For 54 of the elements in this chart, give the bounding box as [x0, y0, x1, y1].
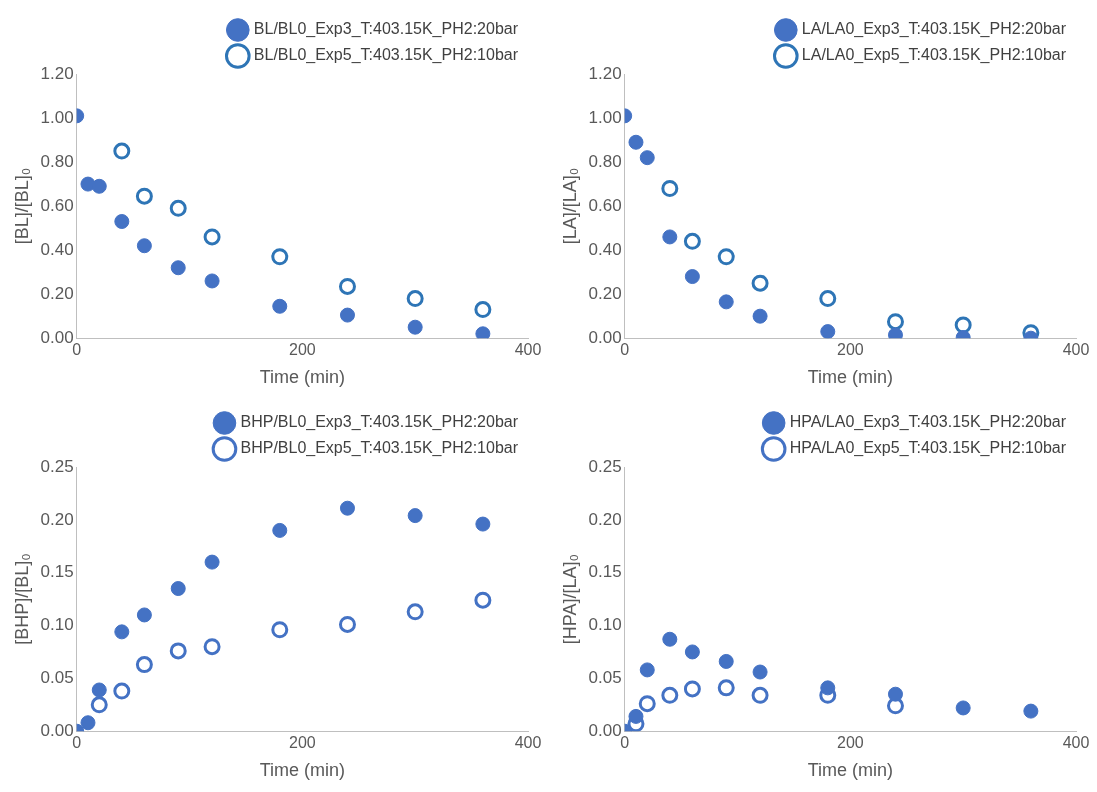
x-tick-label: 400 — [1062, 341, 1090, 359]
legend-label: HPA/LA0_Exp3_T:403.15K_PH2:20bar — [789, 413, 1067, 432]
y-tick-label: 0.80 — [588, 151, 622, 171]
x-axis-title: Time (min) — [807, 760, 894, 781]
x-tick-label: 200 — [288, 734, 316, 752]
x-tick-label: 0 — [72, 341, 82, 359]
y-tick-label: 0.10 — [588, 615, 622, 635]
y-tick-label: 0.15 — [588, 562, 622, 582]
y-tick-label: 0.00 — [588, 327, 622, 347]
y-tick-label: 0.60 — [588, 195, 622, 215]
y-tick-label: 1.20 — [40, 63, 74, 83]
y-tick-label: 0.05 — [588, 668, 622, 688]
y-tick-label: 0.00 — [588, 720, 622, 740]
legend-label: LA/LA0_Exp5_T:403.15K_PH2:10bar — [801, 46, 1067, 65]
y-tick-label: 0.20 — [40, 509, 74, 529]
legend-label: BHP/BL0_Exp3_T:403.15K_PH2:20bar — [240, 413, 519, 432]
y-tick-label: 0.80 — [40, 151, 74, 171]
y-axis-title: [BHP]/[BL]₀ — [11, 553, 32, 645]
x-tick-label: 200 — [288, 341, 316, 359]
x-tick-label: 200 — [836, 734, 864, 752]
y-axis-title: [HPA]/[LA]₀ — [559, 554, 580, 645]
x-tick-label: 0 — [72, 734, 82, 752]
y-tick-label: 0.60 — [40, 195, 74, 215]
x-axis-title: Time (min) — [259, 760, 346, 781]
y-tick-label: 1.20 — [588, 63, 622, 83]
legend-label: BL/BL0_Exp5_T:403.15K_PH2:10bar — [253, 46, 519, 65]
y-tick-label: 0.00 — [40, 327, 74, 347]
x-tick-label: 0 — [620, 734, 630, 752]
y-tick-label: 0.20 — [588, 509, 622, 529]
y-tick-label: 1.00 — [588, 107, 622, 127]
x-tick-label: 400 — [514, 341, 542, 359]
y-tick-label: 0.40 — [40, 239, 74, 259]
x-tick-label: 400 — [514, 734, 542, 752]
legend-label: BL/BL0_Exp3_T:403.15K_PH2:20bar — [253, 20, 519, 39]
x-axis-title: Time (min) — [259, 367, 346, 388]
y-tick-label: 0.15 — [40, 562, 74, 582]
y-tick-label: 0.25 — [588, 456, 622, 476]
x-tick-label: 400 — [1062, 734, 1090, 752]
y-tick-label: 0.20 — [40, 283, 74, 303]
y-axis-title: [BL]/[BL]₀ — [11, 167, 32, 245]
x-axis-title: Time (min) — [807, 367, 894, 388]
legend-label: HPA/LA0_Exp5_T:403.15K_PH2:10bar — [789, 439, 1067, 458]
y-axis-title: [LA]/[LA]₀ — [559, 167, 580, 245]
y-tick-label: 0.40 — [588, 239, 622, 259]
x-tick-label: 200 — [836, 341, 864, 359]
y-tick-label: 0.10 — [40, 615, 74, 635]
legend-label: BHP/BL0_Exp5_T:403.15K_PH2:10bar — [240, 439, 519, 458]
y-tick-label: 0.20 — [588, 283, 622, 303]
y-tick-label: 0.00 — [40, 720, 74, 740]
legend-label: LA/LA0_Exp3_T:403.15K_PH2:20bar — [801, 20, 1067, 39]
y-tick-label: 1.00 — [40, 107, 74, 127]
x-tick-label: 0 — [620, 341, 630, 359]
y-tick-label: 0.25 — [40, 456, 74, 476]
y-tick-label: 0.05 — [40, 668, 74, 688]
